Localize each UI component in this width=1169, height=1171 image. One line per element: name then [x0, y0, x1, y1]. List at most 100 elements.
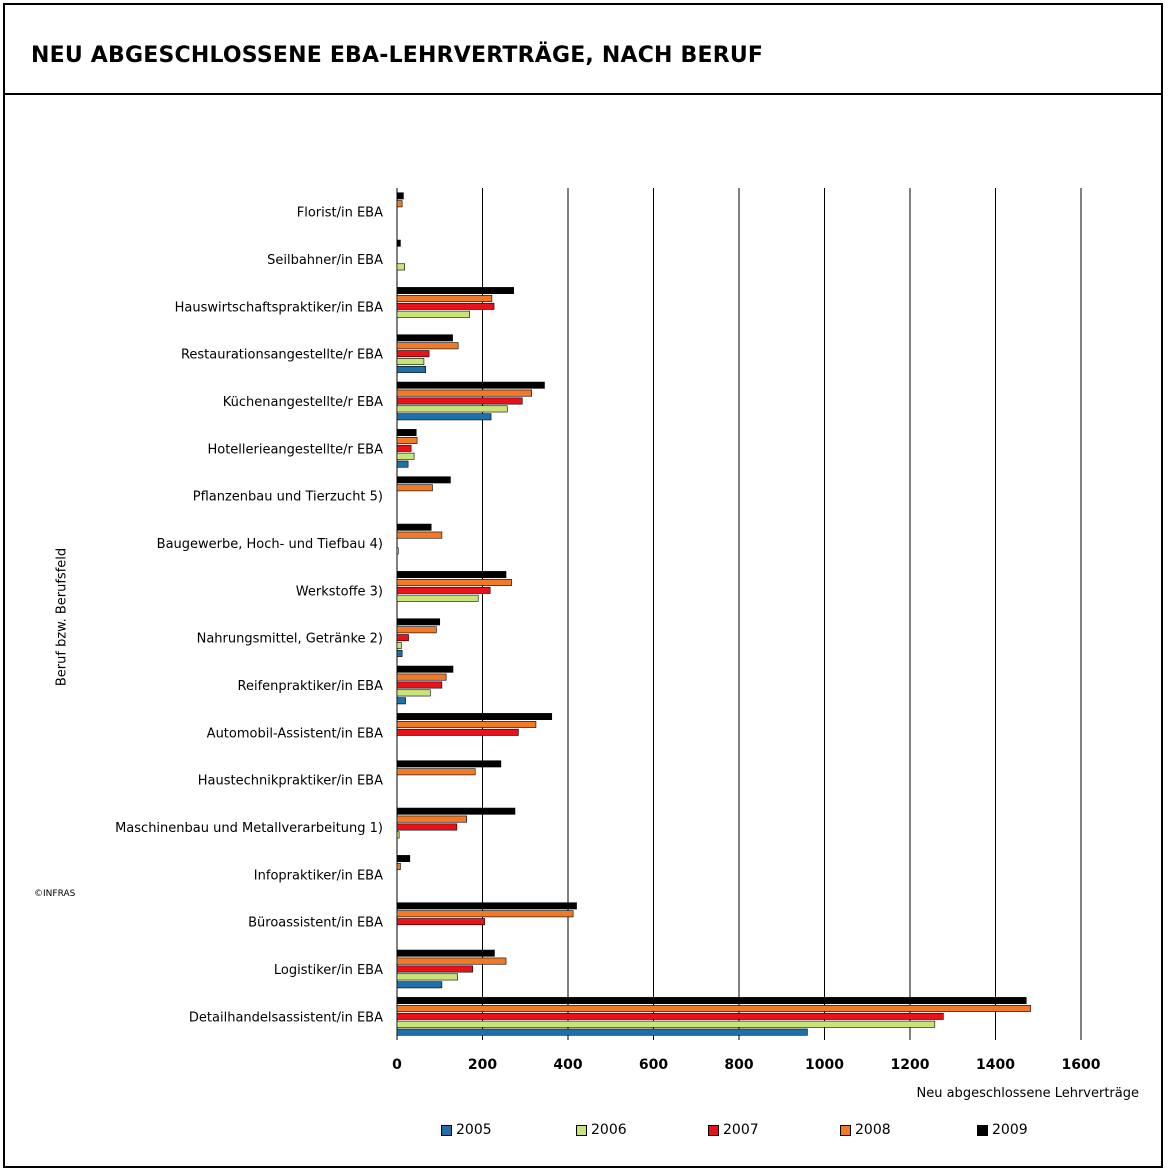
- category-label: Küchenangestellte/r EBA: [223, 395, 383, 410]
- bar-2006: [396, 452, 415, 460]
- legend-item-2006: 2006: [576, 1122, 627, 1138]
- bar-2009: [396, 381, 545, 389]
- bar-2009: [396, 997, 1027, 1004]
- chart-frame: NEU ABGESCHLOSSENE EBA-LEHRVERTRÄGE, NAC…: [3, 3, 1163, 1168]
- bar-2008: [396, 342, 459, 350]
- x-tick-label: 800: [724, 1057, 753, 1073]
- bar-2006: [396, 310, 470, 318]
- category-label: Seilbahner/in EBA: [267, 253, 383, 268]
- legend: 2005 2006 2007 2008 2009: [0, 1122, 1169, 1142]
- bar-2006: [396, 358, 425, 366]
- bar-2007: [396, 728, 519, 736]
- bar-2008: [396, 436, 418, 444]
- bar-2009: [396, 429, 417, 436]
- legend-label: 2006: [591, 1122, 627, 1138]
- bar-2006: [396, 594, 479, 602]
- bar-2008: [396, 768, 476, 776]
- bar-2007: [396, 918, 485, 926]
- category-label: Hauswirtschaftspraktiker/in EBA: [175, 300, 383, 315]
- legend-swatch: [576, 1124, 587, 1136]
- bar-2005: [396, 460, 409, 468]
- x-tick-label: 400: [553, 1057, 582, 1073]
- legend-label: 2008: [855, 1122, 891, 1138]
- bar-2006: [396, 689, 431, 697]
- category-label: Baugewerbe, Hoch- und Tiefbau 4): [157, 537, 383, 552]
- category-label: Florist/in EBA: [297, 206, 383, 221]
- category-label: Büroassistent/in EBA: [248, 916, 383, 931]
- x-tick-label: 1200: [891, 1057, 930, 1073]
- legend-item-2007: 2007: [708, 1122, 759, 1138]
- bar-2009: [396, 713, 553, 720]
- category-label: Nahrungsmittel, Getränke 2): [197, 632, 383, 647]
- bar-2008: [396, 626, 437, 634]
- bar-2009: [396, 807, 516, 815]
- bar-2007: [396, 634, 409, 642]
- bar-2005: [396, 981, 443, 989]
- bar-2008: [396, 200, 403, 208]
- legend-swatch: [977, 1124, 988, 1136]
- bar-2009: [396, 192, 404, 200]
- bar-2005: [396, 413, 492, 421]
- category-label: Werkstoffe 3): [296, 584, 383, 599]
- bar-2008: [396, 294, 493, 302]
- legend-label: 2009: [992, 1122, 1028, 1138]
- bar-2008: [396, 484, 433, 492]
- legend-swatch: [708, 1124, 719, 1136]
- bar-2009: [396, 902, 577, 910]
- category-label: Restaurationsangestellte/r EBA: [181, 348, 383, 363]
- category-label: Hotellerieangestellte/r EBA: [207, 442, 383, 457]
- legend-swatch: [441, 1124, 452, 1136]
- bar-2009: [396, 239, 401, 247]
- bar-2008: [396, 1004, 1031, 1012]
- bar-2009: [396, 287, 515, 294]
- bar-2009: [396, 334, 453, 342]
- x-tick-label: 1600: [1062, 1057, 1101, 1073]
- bar-2009: [396, 571, 507, 578]
- category-label: Infopraktiker/in EBA: [254, 868, 383, 883]
- category-label: Pflanzenbau und Tierzucht 5): [193, 490, 383, 505]
- chart-title: NEU ABGESCHLOSSENE EBA-LEHRVERTRÄGE, NAC…: [31, 43, 764, 68]
- bar-2008: [396, 673, 447, 681]
- legend-label: 2005: [456, 1122, 492, 1138]
- bar-2007: [396, 586, 491, 594]
- category-label: Automobil-Assistent/in EBA: [207, 726, 383, 741]
- bar-2009: [396, 665, 454, 673]
- legend-item-2009: 2009: [977, 1122, 1028, 1138]
- category-label: Haustechnikpraktiker/in EBA: [198, 774, 383, 789]
- bar-2008: [396, 720, 537, 728]
- bar-2006: [396, 1020, 936, 1028]
- bar-2006: [396, 263, 405, 271]
- category-label: Detailhandelsassistent/in EBA: [189, 1010, 383, 1025]
- bar-2006: [396, 642, 402, 650]
- bar-2007: [396, 823, 458, 831]
- bar-2008: [396, 815, 467, 823]
- legend-item-2005: 2005: [441, 1122, 492, 1138]
- bar-2008: [396, 578, 512, 586]
- bar-2007: [396, 1012, 944, 1020]
- bar-2007: [396, 681, 443, 689]
- bar-2007: [396, 965, 473, 973]
- x-tick-label: 1000: [805, 1057, 844, 1073]
- bar-2007: [396, 397, 523, 405]
- x-axis-label: Neu abgeschlossene Lehrverträge: [917, 1086, 1140, 1101]
- title-bar: NEU ABGESCHLOSSENE EBA-LEHRVERTRÄGE, NAC…: [5, 5, 1161, 95]
- legend-item-2008: 2008: [840, 1122, 891, 1138]
- bar-2009: [396, 618, 441, 626]
- bar-2006: [396, 973, 459, 981]
- x-tick-label: 200: [468, 1057, 497, 1073]
- bar-2007: [396, 302, 495, 310]
- bar-2009: [396, 760, 502, 768]
- bar-2008: [396, 389, 532, 397]
- bar-2005: [396, 1028, 808, 1036]
- bar-2006: [396, 831, 400, 839]
- category-label: Logistiker/in EBA: [274, 963, 383, 978]
- copyright-text: ©INFRAS: [34, 889, 76, 899]
- bar-2006: [396, 405, 508, 413]
- category-label: Reifenpraktiker/in EBA: [238, 679, 384, 694]
- bar-2009: [396, 523, 432, 531]
- x-tick-label: 0: [392, 1057, 402, 1073]
- bar-2009: [396, 476, 451, 484]
- bar-2008: [396, 957, 507, 965]
- x-tick-label: 600: [639, 1057, 668, 1073]
